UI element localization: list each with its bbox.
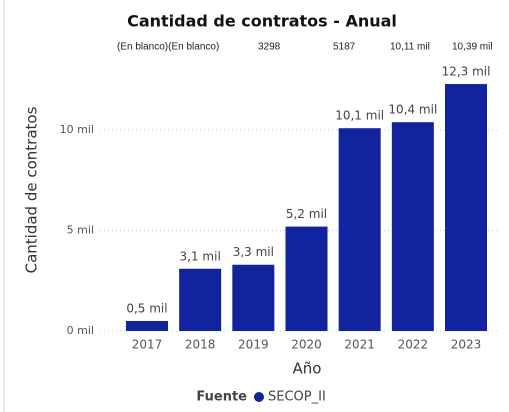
- x-axis-title: Año: [293, 360, 322, 378]
- annotation: 10,11 mil: [390, 42, 430, 53]
- bar: [232, 264, 275, 331]
- annotation: 10,39 mil: [452, 42, 493, 53]
- data-label: 3,3 mil: [233, 245, 274, 259]
- annotation: (En blanco)(En blanco): [117, 42, 219, 53]
- data-label: 12,3 mil: [442, 65, 491, 79]
- y-tick-label: 10 mil: [60, 123, 94, 136]
- x-tick-label: 2022: [398, 338, 429, 352]
- x-tick-label: 2018: [185, 338, 216, 352]
- bar: [285, 226, 328, 331]
- legend-marker: [254, 392, 264, 402]
- data-label: 10,1 mil: [335, 109, 384, 123]
- bar: [445, 84, 488, 331]
- x-tick-label: 2023: [451, 338, 482, 352]
- legend-label: SECOP_II: [268, 390, 326, 405]
- annotation: 3298: [258, 42, 281, 53]
- legend-title: Fuente: [196, 390, 247, 405]
- bar: [391, 122, 434, 331]
- y-axis-title: Cantidad de contratos: [23, 106, 41, 273]
- chart-title: Cantidad de contratos - Anual: [127, 12, 397, 31]
- annotation: 5187: [333, 42, 356, 53]
- bar: [125, 320, 168, 331]
- x-tick-label: 2020: [291, 338, 322, 352]
- bar: [179, 268, 222, 331]
- y-tick-label: 5 mil: [67, 224, 94, 237]
- x-tick-label: 2021: [344, 338, 375, 352]
- x-tick-label: 2019: [238, 338, 269, 352]
- x-tick-label: 2017: [132, 338, 163, 352]
- data-label: 0,5 mil: [126, 301, 167, 315]
- data-label: 5,2 mil: [286, 207, 327, 221]
- data-label: 3,1 mil: [180, 249, 221, 263]
- bar: [338, 128, 381, 331]
- data-label: 10,4 mil: [388, 103, 437, 117]
- y-tick-label: 0 mil: [67, 324, 94, 337]
